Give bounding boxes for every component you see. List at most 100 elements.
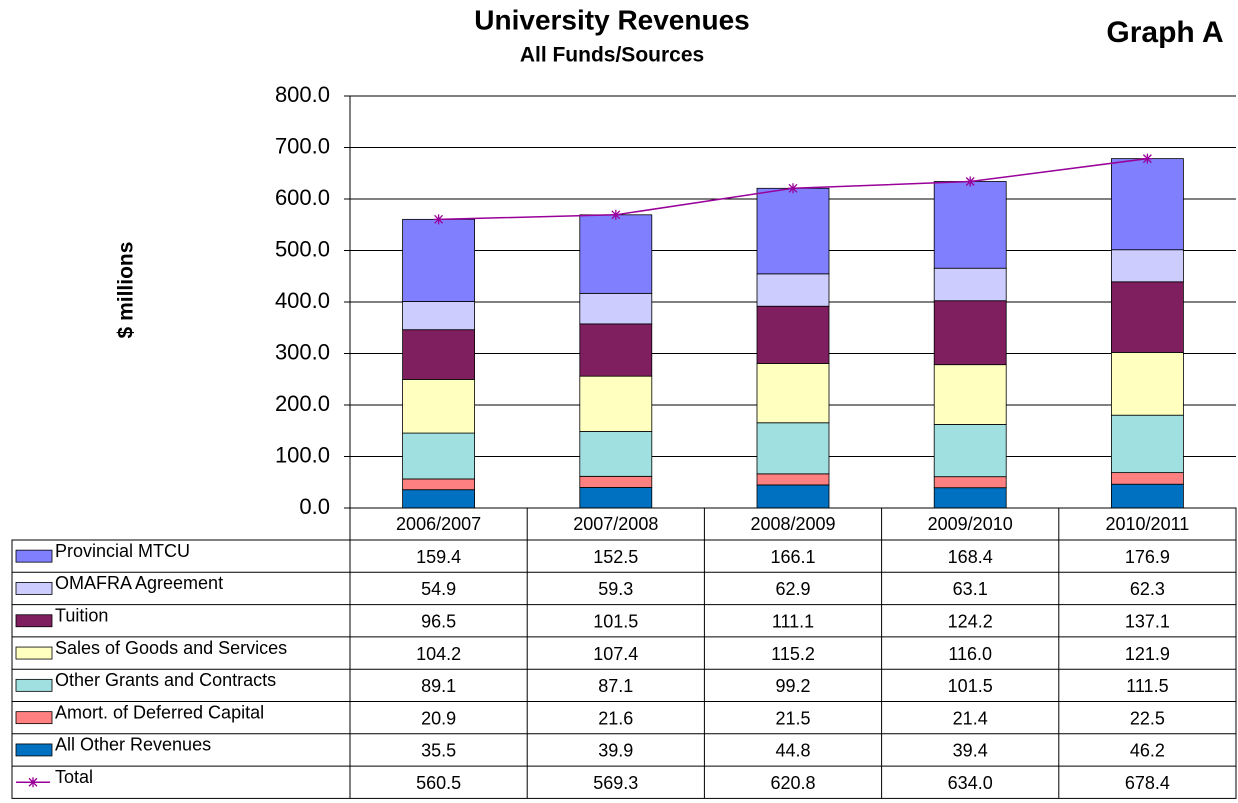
data-label: 89.1 bbox=[421, 676, 456, 696]
data-label: 116.0 bbox=[948, 644, 992, 664]
y-tick-label: 700.0 bbox=[275, 133, 330, 158]
data-label: 21.4 bbox=[953, 708, 988, 728]
data-label: 62.9 bbox=[775, 579, 810, 599]
data-label: 111.1 bbox=[772, 612, 814, 632]
legend-swatch bbox=[15, 678, 53, 692]
data-label: 46.2 bbox=[1130, 741, 1165, 761]
data-label: 21.6 bbox=[598, 708, 633, 728]
bar-segment bbox=[402, 218, 476, 302]
annotation: Graph A bbox=[1106, 16, 1223, 49]
data-label: 62.3 bbox=[1130, 579, 1165, 599]
data-label: 159.4 bbox=[416, 547, 461, 567]
y-axis-label: $ millions bbox=[115, 242, 138, 339]
legend-label: Amort. of Deferred Capital bbox=[55, 702, 264, 722]
data-label: 22.5 bbox=[1130, 708, 1165, 728]
data-label: 101.5 bbox=[948, 676, 993, 696]
data-label: 115.2 bbox=[771, 644, 815, 664]
bar-segment bbox=[402, 478, 476, 491]
bar-segment bbox=[1111, 249, 1184, 283]
marker bbox=[788, 183, 798, 194]
bar-segment bbox=[933, 267, 1007, 302]
bar-segment bbox=[933, 487, 1007, 509]
bar-segment bbox=[1111, 158, 1184, 251]
x-tick-label: 2008/2009 bbox=[750, 514, 835, 534]
y-tick-label: 500.0 bbox=[275, 236, 330, 261]
bar-segment bbox=[579, 323, 653, 377]
data-label: 678.4 bbox=[1125, 773, 1170, 793]
bar-segment bbox=[579, 431, 653, 477]
bar-segment bbox=[756, 484, 830, 509]
x-tick-label: 2007/2008 bbox=[573, 514, 658, 534]
x-tick-label: 2006/2007 bbox=[396, 514, 481, 534]
bar-segment bbox=[402, 432, 476, 480]
data-label: 107.4 bbox=[593, 644, 638, 664]
bar-segment bbox=[933, 364, 1007, 425]
legend-label: Sales of Goods and Services bbox=[55, 638, 287, 658]
y-tick-label: 400.0 bbox=[275, 288, 330, 313]
y-tick-label: 300.0 bbox=[275, 339, 330, 364]
data-label: 152.5 bbox=[593, 547, 638, 567]
bar-segment bbox=[1111, 483, 1184, 509]
legend-label: Tuition bbox=[55, 606, 108, 626]
x-tick-label: 2010/2011 bbox=[1106, 514, 1190, 534]
bar-segment bbox=[933, 476, 1007, 489]
legend-label: Other Grants and Contracts bbox=[55, 670, 276, 690]
legend-label: OMAFRA Agreement bbox=[55, 573, 223, 593]
legend-swatch bbox=[15, 711, 53, 725]
bar-segment bbox=[756, 273, 830, 307]
bar-segment bbox=[933, 181, 1007, 269]
bar-segment bbox=[579, 375, 653, 432]
y-tick-label: 200.0 bbox=[275, 391, 330, 416]
data-label: 35.5 bbox=[421, 741, 456, 761]
y-tick-label: 0.0 bbox=[299, 494, 330, 519]
data-label: 634.0 bbox=[948, 773, 993, 793]
chart-subtitle: All Funds/Sources bbox=[520, 44, 704, 67]
y-tick-label: 800.0 bbox=[275, 82, 330, 107]
legend-swatch bbox=[28, 777, 38, 788]
y-tick-label: 100.0 bbox=[275, 442, 330, 467]
bar-segment bbox=[1111, 281, 1184, 353]
data-label: 137.1 bbox=[1125, 612, 1170, 632]
data-label: 59.3 bbox=[598, 579, 633, 599]
data-label: 87.1 bbox=[598, 676, 633, 696]
bar-segment bbox=[579, 214, 653, 294]
bar-segment bbox=[756, 187, 830, 275]
data-label: 176.9 bbox=[1125, 547, 1170, 567]
legend-label: Provincial MTCU bbox=[55, 541, 190, 561]
bar-segment bbox=[402, 489, 476, 509]
legend-swatch bbox=[15, 614, 53, 628]
data-label: 44.8 bbox=[775, 741, 810, 761]
data-label: 124.2 bbox=[948, 612, 993, 632]
bar-segment bbox=[933, 300, 1007, 366]
marker bbox=[965, 176, 976, 187]
marker bbox=[1142, 153, 1153, 164]
data-label: 121.9 bbox=[1125, 644, 1170, 664]
data-label: 569.3 bbox=[593, 773, 638, 793]
data-label: 560.5 bbox=[416, 773, 461, 793]
data-label: 101.5 bbox=[593, 612, 638, 632]
data-label: 20.9 bbox=[421, 708, 456, 728]
data-label: 96.5 bbox=[421, 612, 456, 632]
x-tick-label: 2009/2010 bbox=[928, 514, 1013, 534]
legend-swatch bbox=[15, 646, 53, 660]
marker bbox=[433, 214, 444, 225]
data-label: 111.5 bbox=[1126, 676, 1168, 696]
data-label: 39.9 bbox=[598, 741, 633, 761]
data-label: 21.5 bbox=[775, 708, 810, 728]
data-label: 620.8 bbox=[770, 773, 815, 793]
data-label: 99.2 bbox=[775, 676, 810, 696]
bar-segment bbox=[1111, 414, 1184, 474]
data-label: 39.4 bbox=[953, 741, 988, 761]
bar-segment bbox=[933, 424, 1007, 478]
data-label: 63.1 bbox=[953, 579, 988, 599]
bar-segment bbox=[579, 487, 653, 509]
bar-segment bbox=[579, 475, 653, 488]
bar-segment bbox=[402, 329, 476, 380]
bar-segment bbox=[756, 422, 830, 475]
bar-segment bbox=[402, 379, 476, 434]
data-label: 104.2 bbox=[416, 644, 461, 664]
bar-segment bbox=[1111, 472, 1184, 485]
legend-swatch bbox=[15, 549, 53, 563]
bar-segment bbox=[402, 301, 476, 331]
